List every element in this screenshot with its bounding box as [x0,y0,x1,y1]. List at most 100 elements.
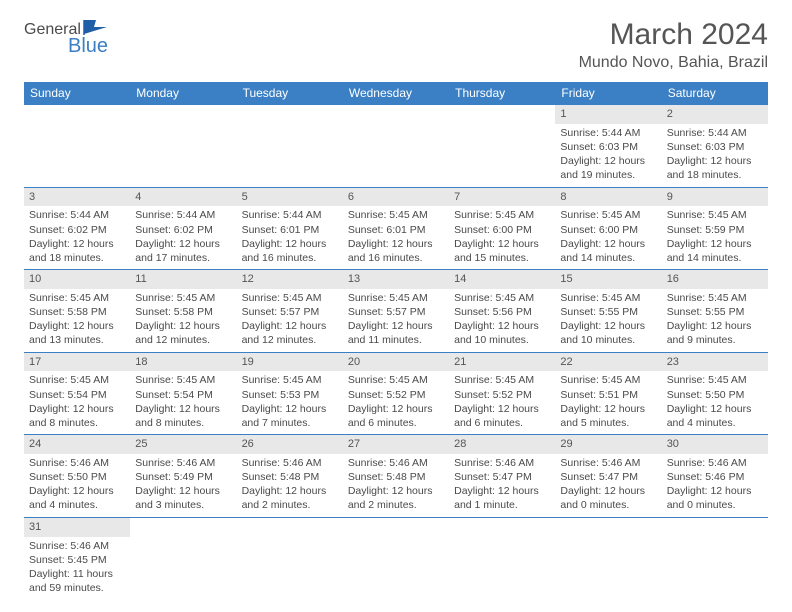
day-content: Sunrise: 5:45 AMSunset: 6:00 PMDaylight:… [449,206,555,269]
day-number: 2 [662,105,768,124]
day-number: 29 [555,435,661,454]
day-content: Sunrise: 5:45 AMSunset: 5:52 PMDaylight:… [343,371,449,434]
day-number: 14 [449,270,555,289]
sunset-line: Sunset: 5:57 PM [242,305,338,319]
daylight-line: Daylight: 12 hours and 10 minutes. [454,319,550,347]
day-content: Sunrise: 5:46 AMSunset: 5:48 PMDaylight:… [343,454,449,517]
calendar-cell: 3Sunrise: 5:44 AMSunset: 6:02 PMDaylight… [24,187,130,270]
daylight-line: Daylight: 12 hours and 3 minutes. [135,484,231,512]
daylight-line: Daylight: 12 hours and 16 minutes. [242,237,338,265]
daylight-line: Daylight: 12 hours and 13 minutes. [29,319,125,347]
daylight-line: Daylight: 12 hours and 15 minutes. [454,237,550,265]
day-content: Sunrise: 5:46 AMSunset: 5:49 PMDaylight:… [130,454,236,517]
day-content: Sunrise: 5:45 AMSunset: 5:59 PMDaylight:… [662,206,768,269]
sunrise-line: Sunrise: 5:46 AM [29,539,125,553]
calendar-cell: 28Sunrise: 5:46 AMSunset: 5:47 PMDayligh… [449,435,555,518]
day-number: 5 [237,188,343,207]
sunrise-line: Sunrise: 5:46 AM [135,456,231,470]
day-number: 9 [662,188,768,207]
calendar-row: 24Sunrise: 5:46 AMSunset: 5:50 PMDayligh… [24,435,768,518]
sunset-line: Sunset: 6:00 PM [560,223,656,237]
calendar-cell: 17Sunrise: 5:45 AMSunset: 5:54 PMDayligh… [24,352,130,435]
calendar-cell [449,517,555,599]
calendar-body: 1Sunrise: 5:44 AMSunset: 6:03 PMDaylight… [24,105,768,600]
day-content: Sunrise: 5:45 AMSunset: 5:55 PMDaylight:… [662,289,768,352]
sunset-line: Sunset: 5:50 PM [29,470,125,484]
day-content: Sunrise: 5:46 AMSunset: 5:46 PMDaylight:… [662,454,768,517]
weekday-header-row: Sunday Monday Tuesday Wednesday Thursday… [24,82,768,105]
sunset-line: Sunset: 5:48 PM [242,470,338,484]
weekday-tuesday: Tuesday [237,82,343,105]
sunrise-line: Sunrise: 5:46 AM [29,456,125,470]
day-content: Sunrise: 5:45 AMSunset: 6:01 PMDaylight:… [343,206,449,269]
calendar-cell [343,517,449,599]
sunset-line: Sunset: 5:45 PM [29,553,125,567]
sunset-line: Sunset: 5:52 PM [348,388,444,402]
calendar-cell: 10 Sunrise: 5:45 AMSunset: 5:58 PMDayligh… [24,270,130,353]
logo: General Blue [24,18,111,58]
calendar-cell [237,517,343,599]
sunset-line: Sunset: 5:57 PM [348,305,444,319]
calendar-cell: 2Sunrise: 5:44 AMSunset: 6:03 PMDaylight… [662,105,768,188]
daylight-line: Daylight: 12 hours and 19 minutes. [560,154,656,182]
daylight-line: Daylight: 12 hours and 18 minutes. [29,237,125,265]
sunrise-line: Sunrise: 5:46 AM [667,456,763,470]
sunset-line: Sunset: 5:47 PM [454,470,550,484]
day-content: Sunrise: 5:44 AMSunset: 6:03 PMDaylight:… [555,124,661,187]
day-number: 19 [237,353,343,372]
sunset-line: Sunset: 5:54 PM [135,388,231,402]
calendar-cell: 18Sunrise: 5:45 AMSunset: 5:54 PMDayligh… [130,352,236,435]
sunset-line: Sunset: 5:54 PM [29,388,125,402]
weekday-saturday: Saturday [662,82,768,105]
day-content: Sunrise: 5:46 AMSunset: 5:47 PMDaylight:… [449,454,555,517]
daylight-line: Daylight: 12 hours and 4 minutes. [667,402,763,430]
daylight-line: Daylight: 12 hours and 8 minutes. [29,402,125,430]
daylight-line: Daylight: 12 hours and 4 minutes. [29,484,125,512]
day-number: 15 [555,270,661,289]
daylight-line: Daylight: 12 hours and 8 minutes. [135,402,231,430]
calendar-cell: 1Sunrise: 5:44 AMSunset: 6:03 PMDaylight… [555,105,661,188]
sunrise-line: Sunrise: 5:45 AM [29,291,125,305]
day-content: Sunrise: 5:45 AMSunset: 5:53 PMDaylight:… [237,371,343,434]
daylight-line: Daylight: 12 hours and 9 minutes. [667,319,763,347]
calendar-cell: 16Sunrise: 5:45 AMSunset: 5:55 PMDayligh… [662,270,768,353]
day-content: Sunrise: 5:45 AMSunset: 5:55 PMDaylight:… [555,289,661,352]
sunrise-line: Sunrise: 5:45 AM [242,373,338,387]
calendar-cell: 9Sunrise: 5:45 AMSunset: 5:59 PMDaylight… [662,187,768,270]
calendar-cell: 14Sunrise: 5:45 AMSunset: 5:56 PMDayligh… [449,270,555,353]
weekday-sunday: Sunday [24,82,130,105]
daylight-line: Daylight: 12 hours and 16 minutes. [348,237,444,265]
sunset-line: Sunset: 6:01 PM [348,223,444,237]
sunset-line: Sunset: 6:03 PM [560,140,656,154]
calendar-cell: 7Sunrise: 5:45 AMSunset: 6:00 PMDaylight… [449,187,555,270]
day-content: Sunrise: 5:44 AMSunset: 6:01 PMDaylight:… [237,206,343,269]
day-content: Sunrise: 5:45 AMSunset: 6:00 PMDaylight:… [555,206,661,269]
day-number: 6 [343,188,449,207]
sunrise-line: Sunrise: 5:45 AM [135,373,231,387]
sunrise-line: Sunrise: 5:44 AM [667,126,763,140]
day-number: 10 [24,270,130,289]
daylight-line: Daylight: 12 hours and 14 minutes. [560,237,656,265]
daylight-line: Daylight: 11 hours and 59 minutes. [29,567,125,595]
sunrise-line: Sunrise: 5:45 AM [667,373,763,387]
weekday-monday: Monday [130,82,236,105]
sunset-line: Sunset: 5:59 PM [667,223,763,237]
day-number: 20 [343,353,449,372]
day-content: Sunrise: 5:44 AMSunset: 6:03 PMDaylight:… [662,124,768,187]
calendar-cell: 6Sunrise: 5:45 AMSunset: 6:01 PMDaylight… [343,187,449,270]
sunset-line: Sunset: 5:51 PM [560,388,656,402]
sunset-line: Sunset: 5:58 PM [29,305,125,319]
sunrise-line: Sunrise: 5:44 AM [29,208,125,222]
calendar-cell: 5Sunrise: 5:44 AMSunset: 6:01 PMDaylight… [237,187,343,270]
sunrise-line: Sunrise: 5:46 AM [560,456,656,470]
daylight-line: Daylight: 12 hours and 12 minutes. [242,319,338,347]
daylight-line: Daylight: 12 hours and 2 minutes. [348,484,444,512]
sunrise-line: Sunrise: 5:45 AM [242,291,338,305]
daylight-line: Daylight: 12 hours and 14 minutes. [667,237,763,265]
day-content: Sunrise: 5:45 AMSunset: 5:51 PMDaylight:… [555,371,661,434]
daylight-line: Daylight: 12 hours and 5 minutes. [560,402,656,430]
sunset-line: Sunset: 5:49 PM [135,470,231,484]
sunrise-line: Sunrise: 5:44 AM [242,208,338,222]
day-number: 13 [343,270,449,289]
title-block: March 2024 Mundo Novo, Bahia, Brazil [579,18,768,72]
